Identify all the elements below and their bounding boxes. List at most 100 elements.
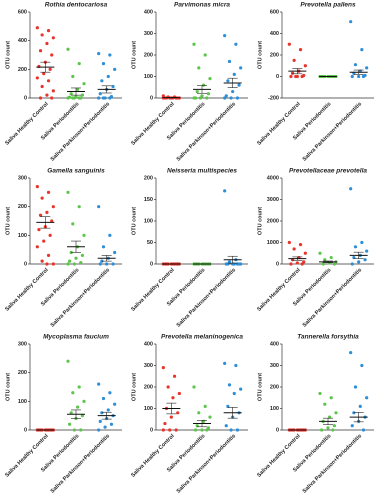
data-point [363,258,367,262]
data-point [195,89,199,94]
data-point [97,51,101,56]
y-tick-label: 300 [18,175,27,181]
data-point [97,428,101,432]
data-point [108,391,112,395]
data-point [66,359,70,363]
data-point [76,87,80,91]
data-point [82,82,86,86]
y-tick-label: 200 [18,204,27,210]
data-point [38,213,43,217]
data-point [161,428,165,432]
data-point [205,428,209,432]
data-point [50,219,54,223]
data-point [38,96,43,100]
data-point [223,361,227,365]
data-point [365,249,369,253]
data-point [198,96,202,100]
data-point [50,53,54,57]
data-point [71,391,75,395]
chart-title: Mycoplasma faucium [43,334,109,341]
chart-title: Tannerella forsythia [297,334,359,341]
data-point [176,411,180,415]
y-tick-label: 300 [144,31,153,37]
data-point [40,196,44,200]
data-point [100,79,104,83]
data-point [46,29,51,33]
y-axis-label: OTU count [5,373,11,401]
data-point [300,74,304,79]
data-point [200,428,204,432]
data-point [318,391,322,396]
data-point [365,396,369,400]
y-tick-label: 0 [276,74,279,80]
data-point [331,428,335,432]
data-point [234,42,238,46]
x-tick-label: Saliva Parkinson+Periodontitis [176,101,237,162]
data-point [227,59,232,64]
data-point [161,366,165,370]
data-point [103,425,107,429]
chart-title: Parvimonas micra [174,2,230,9]
y-axis-label: OTU count [257,41,263,69]
data-point [97,96,101,100]
data-point [46,190,51,194]
y-tick-label: 50 [147,240,153,246]
y-tick-label: 300 [270,363,279,369]
x-tick-label: Saliva Parkinson+Periodontitis [176,267,237,328]
data-point [239,387,243,391]
y-tick-label: 100 [144,406,153,412]
data-point [77,205,81,209]
data-point [298,243,303,247]
data-point [111,84,115,89]
data-point [77,62,81,66]
data-point [82,233,86,237]
data-point [98,92,102,96]
data-point [71,74,75,79]
data-point [48,233,52,237]
data-point [360,48,364,52]
y-tick-label: 4000 [267,175,279,181]
y-tick-label: 200 [144,52,153,58]
data-point [105,262,109,266]
y-tick-label: 0 [24,427,27,433]
data-point [51,262,55,266]
data-point [72,262,76,266]
data-point [38,49,43,53]
data-point [303,64,307,68]
data-point [192,42,196,46]
chart-title: Rothia dentocariosa [45,2,108,9]
data-point [352,411,356,415]
data-point [229,96,233,100]
y-tick-label: 0 [150,427,153,433]
data-point [294,74,298,79]
data-point [174,428,178,432]
data-point [98,262,102,266]
y-tick-label: 100 [144,74,153,80]
data-point [113,402,117,406]
data-point [234,363,238,368]
data-point [45,93,49,97]
y-axis-label: OTU count [131,207,137,235]
data-point [192,96,196,100]
data-point [77,96,81,100]
data-point [71,222,75,226]
chart-title: Neisseria multispecies [167,168,237,175]
data-point [66,262,70,266]
x-tick-label: Saliva Parkinson+Periodontitis [302,101,363,162]
data-point [350,74,354,79]
data-point [223,96,227,100]
data-point [69,92,73,96]
data-point [192,385,196,389]
data-point [353,385,358,389]
y-tick-label: 400 [18,38,27,44]
data-point [329,255,333,260]
data-point [349,187,353,191]
y-tick-label: 400 [144,341,153,347]
data-point [223,189,227,193]
x-tick-label: Saliva Parkinson+Periodontitis [176,433,237,494]
data-point [329,396,333,400]
y-tick-label: 2000 [267,218,279,224]
data-point [108,233,112,237]
data-point [45,210,49,214]
x-tick-label: Saliva Parkinson+Periodontitis [302,267,363,328]
